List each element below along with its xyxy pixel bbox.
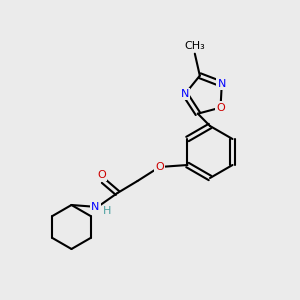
Text: CH₃: CH₃ — [184, 41, 205, 51]
Text: N: N — [181, 89, 189, 99]
Text: O: O — [216, 103, 225, 112]
Text: O: O — [155, 162, 164, 172]
Text: H: H — [103, 206, 112, 216]
Text: N: N — [91, 202, 100, 212]
Text: N: N — [218, 79, 226, 89]
Text: O: O — [97, 170, 106, 180]
